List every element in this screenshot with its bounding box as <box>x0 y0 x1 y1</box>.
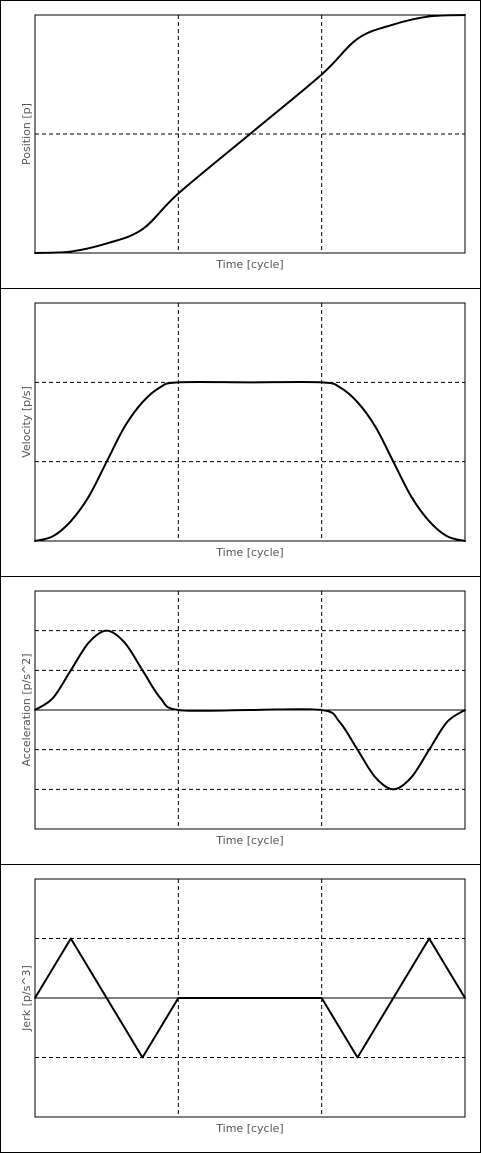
jerk-y-axis-label: Jerk [p/s^3] <box>20 965 33 1032</box>
position-panel-border <box>0 0 481 289</box>
velocity-y-axis-label: Velocity [p/s] <box>20 386 33 458</box>
jerk-panel-border <box>0 864 481 1153</box>
velocity-plot-frame <box>34 302 466 542</box>
acceleration-panel-border <box>0 576 481 865</box>
velocity-curve <box>34 380 466 542</box>
velocity-x-axis-label: Time [cycle] <box>215 546 283 559</box>
acceleration-y-axis-label: Acceleration [p/s^2] <box>20 653 33 766</box>
position-x-axis-label: Time [cycle] <box>215 258 283 271</box>
acceleration-curve <box>34 629 466 791</box>
position-curve <box>34 14 466 254</box>
jerk-x-axis-label: Time [cycle] <box>215 1122 283 1135</box>
jerk-panel: Time [cycle] Jerk [p/s^3] <box>0 864 481 1153</box>
position-y-axis-label: Position [p] <box>20 103 33 165</box>
position-grid <box>35 15 465 253</box>
acceleration-x-axis-label: Time [cycle] <box>215 834 283 847</box>
velocity-panel: Time [cycle] Velocity [p/s] <box>0 288 481 577</box>
velocity-panel-border <box>0 288 481 577</box>
acceleration-panel: Time [cycle] Acceleration [p/s^2] <box>0 576 481 865</box>
position-panel: Time [cycle] Position [p] <box>0 0 481 289</box>
position-plot-frame <box>34 14 466 254</box>
jerk-curve <box>34 937 466 1059</box>
